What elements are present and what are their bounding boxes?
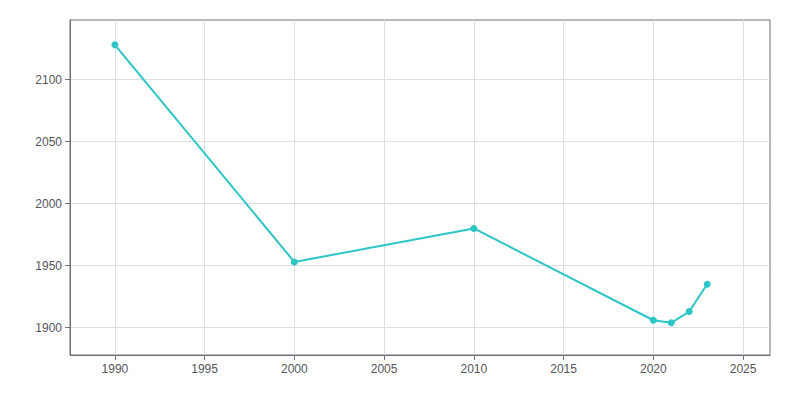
svg-text:2000: 2000 [281,362,308,376]
svg-text:2020: 2020 [640,362,667,376]
svg-text:2010: 2010 [460,362,487,376]
svg-text:2015: 2015 [550,362,577,376]
svg-text:2025: 2025 [730,362,757,376]
svg-text:1990: 1990 [102,362,129,376]
svg-text:2005: 2005 [371,362,398,376]
svg-text:2050: 2050 [35,135,62,149]
svg-text:1950: 1950 [35,259,62,273]
svg-text:1995: 1995 [191,362,218,376]
svg-text:2000: 2000 [35,197,62,211]
svg-text:2100: 2100 [35,73,62,87]
svg-text:1900: 1900 [35,321,62,335]
